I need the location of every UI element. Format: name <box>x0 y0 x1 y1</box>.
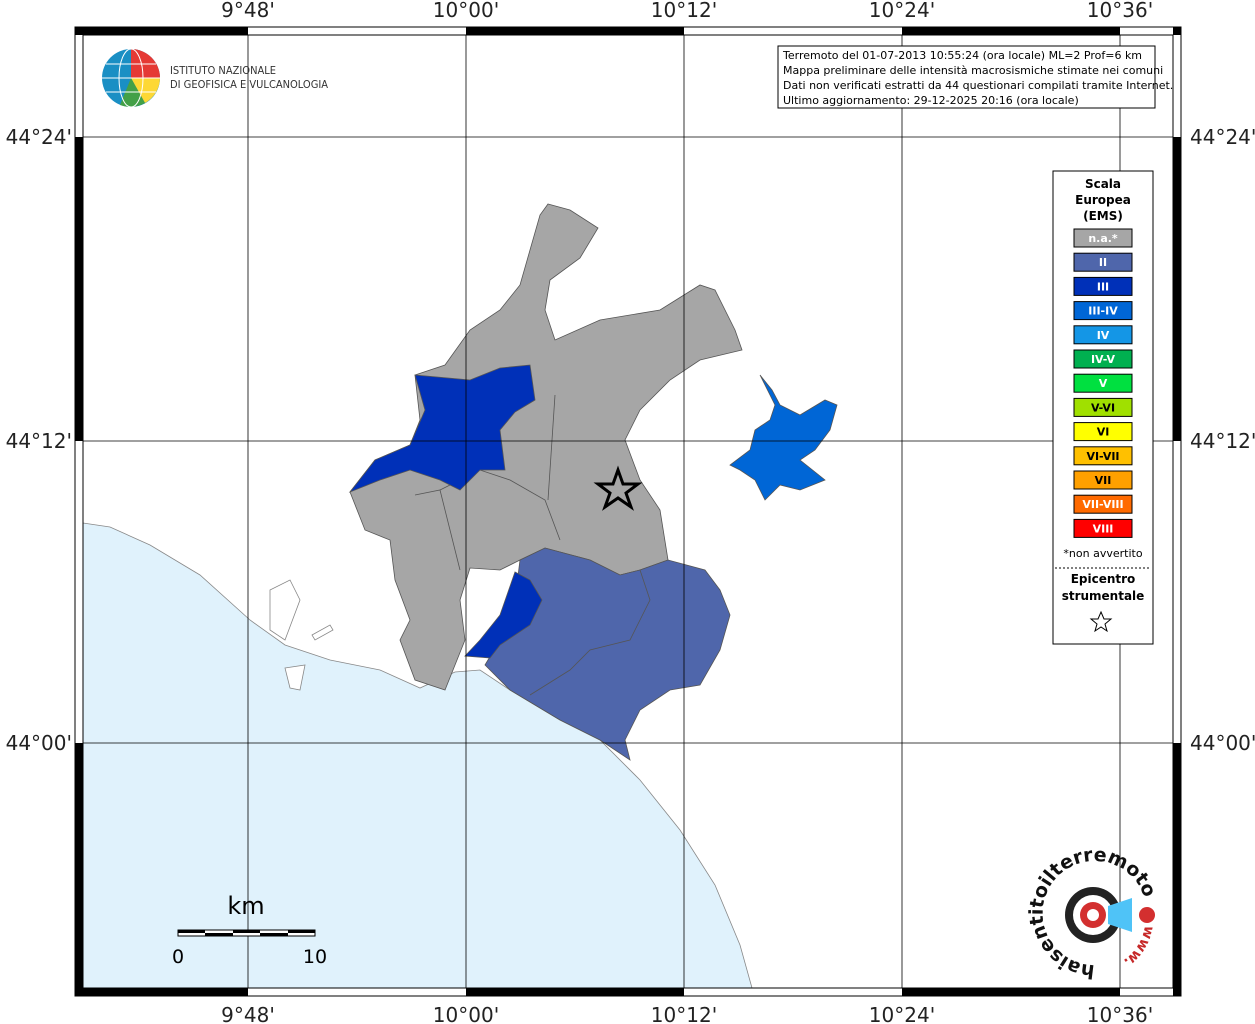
legend-label: n.a.* <box>1088 232 1118 245</box>
legend-swatch <box>1073 470 1133 490</box>
legend-epicenter: Epicentro <box>1071 572 1136 586</box>
info-box: Terremoto del 01-07-2013 10:55:24 (ora l… <box>777 45 1173 109</box>
legend-swatch <box>1073 518 1133 538</box>
info-line: Dati non verificati estratti da 44 quest… <box>783 79 1173 92</box>
x-tick-label: 10°36' <box>1087 0 1153 22</box>
intensity-ii-area <box>484 547 731 761</box>
y-tick-label: 44°12' <box>1190 429 1255 453</box>
island <box>311 624 334 641</box>
legend-swatch <box>1073 228 1133 248</box>
legend-swatch <box>1073 276 1133 296</box>
legend-swatch <box>1073 397 1133 417</box>
legend: Scala Europea (EMS) *non avvertito Epice… <box>1052 170 1154 645</box>
legend-label: VII-VIII <box>1082 498 1123 511</box>
logo-text: ISTITUTO NAZIONALE <box>170 64 276 77</box>
frame <box>74 26 1182 997</box>
legend-title: Europea <box>1075 193 1131 207</box>
x-tick-label: 10°12' <box>651 0 717 22</box>
legend-title: Scala <box>1085 177 1121 191</box>
legend-label: V-VI <box>1091 401 1115 414</box>
logo: ISTITUTO NAZIONALE DI GEOFISICA E VULCAN… <box>102 48 328 108</box>
info-line: Terremoto del 01-07-2013 10:55:24 (ora l… <box>782 49 1142 62</box>
legend-swatch <box>1073 446 1133 466</box>
x-tick-label: 9°48' <box>221 0 275 22</box>
scale-bar: km 0 10 <box>172 892 327 968</box>
legend-swatch <box>1073 325 1133 345</box>
legend-label: VIII <box>1093 522 1114 535</box>
legend-label: III <box>1097 280 1109 293</box>
legend-label: IV-V <box>1091 353 1116 366</box>
intensity-iii-area <box>464 571 543 659</box>
epicenter <box>593 465 643 511</box>
scale-label: 10 <box>303 946 327 968</box>
info-line: Mappa preliminare delle intensità macros… <box>783 64 1163 77</box>
x-tick-label: 10°24' <box>869 0 935 22</box>
legend-label: V <box>1099 377 1108 390</box>
legend-swatch <box>1073 252 1133 272</box>
coast-detail <box>269 579 301 641</box>
x-tick-label: 10°00' <box>433 1003 499 1024</box>
logo-text: DI GEOFISICA E VULCANOLOGIA <box>170 78 328 91</box>
legend-swatch <box>1073 494 1133 514</box>
legend-swatch <box>1073 349 1133 369</box>
sea <box>82 522 753 989</box>
legend-label: VI <box>1097 426 1110 439</box>
legend-epicenter: strumentale <box>1062 589 1145 603</box>
x-tick-label: 10°36' <box>1087 1003 1153 1024</box>
legend-swatch <box>1073 373 1133 393</box>
legend-title: (EMS) <box>1083 209 1123 223</box>
x-tick-label: 9°48' <box>221 1003 275 1024</box>
y-tick-label: 44°00' <box>1190 731 1255 755</box>
x-tick-label: 10°24' <box>869 1003 935 1024</box>
y-tick-label: 44°24' <box>1190 125 1255 149</box>
legend-label: VII <box>1095 474 1112 487</box>
x-tick-label: 10°12' <box>651 1003 717 1024</box>
intensity-iii-area <box>348 364 536 493</box>
legend-label: IV <box>1097 329 1110 342</box>
legend-label: III-IV <box>1088 305 1118 318</box>
x-tick-label: 10°00' <box>433 0 499 22</box>
legend-note: *non avvertito <box>1063 547 1142 560</box>
legend-label: II <box>1099 256 1107 269</box>
island <box>284 664 306 691</box>
intensity-iii-iv-area <box>729 374 838 501</box>
y-tick-label: 44°12' <box>6 429 72 453</box>
y-tick-label: 44°00' <box>6 731 72 755</box>
legend-label: VI-VII <box>1086 450 1119 463</box>
scale-unit: km <box>227 892 264 920</box>
border <box>529 569 651 696</box>
legend-swatch <box>1073 422 1133 442</box>
scale-label: 0 <box>172 946 184 968</box>
legend-epicenter-icon <box>1089 610 1113 633</box>
tick-labels: 9°48' 9°48' 10°00' 10°00' 10°12' 10°12' 10°24'… <box>6 0 1255 1024</box>
legend-swatch <box>1073 301 1133 321</box>
info-frame <box>777 45 1156 109</box>
y-tick-label: 44°24' <box>6 125 72 149</box>
info-line: Ultimo aggiornamento: 29-12-2025 20:16 (… <box>783 94 1079 107</box>
